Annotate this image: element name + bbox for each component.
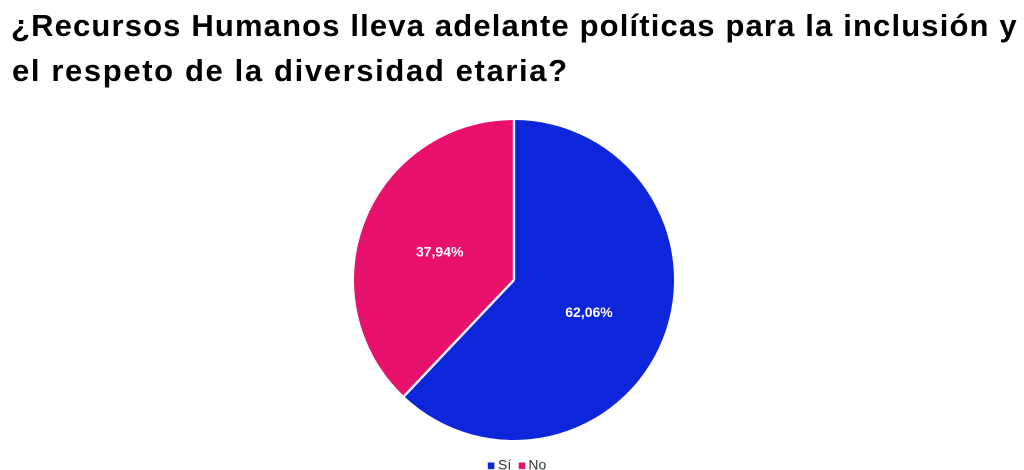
svg-text:Sí: Sí	[498, 457, 511, 470]
svg-text:62,06%: 62,06%	[565, 304, 613, 320]
svg-text:37,94%: 37,94%	[416, 243, 464, 259]
svg-text:No: No	[528, 457, 546, 470]
